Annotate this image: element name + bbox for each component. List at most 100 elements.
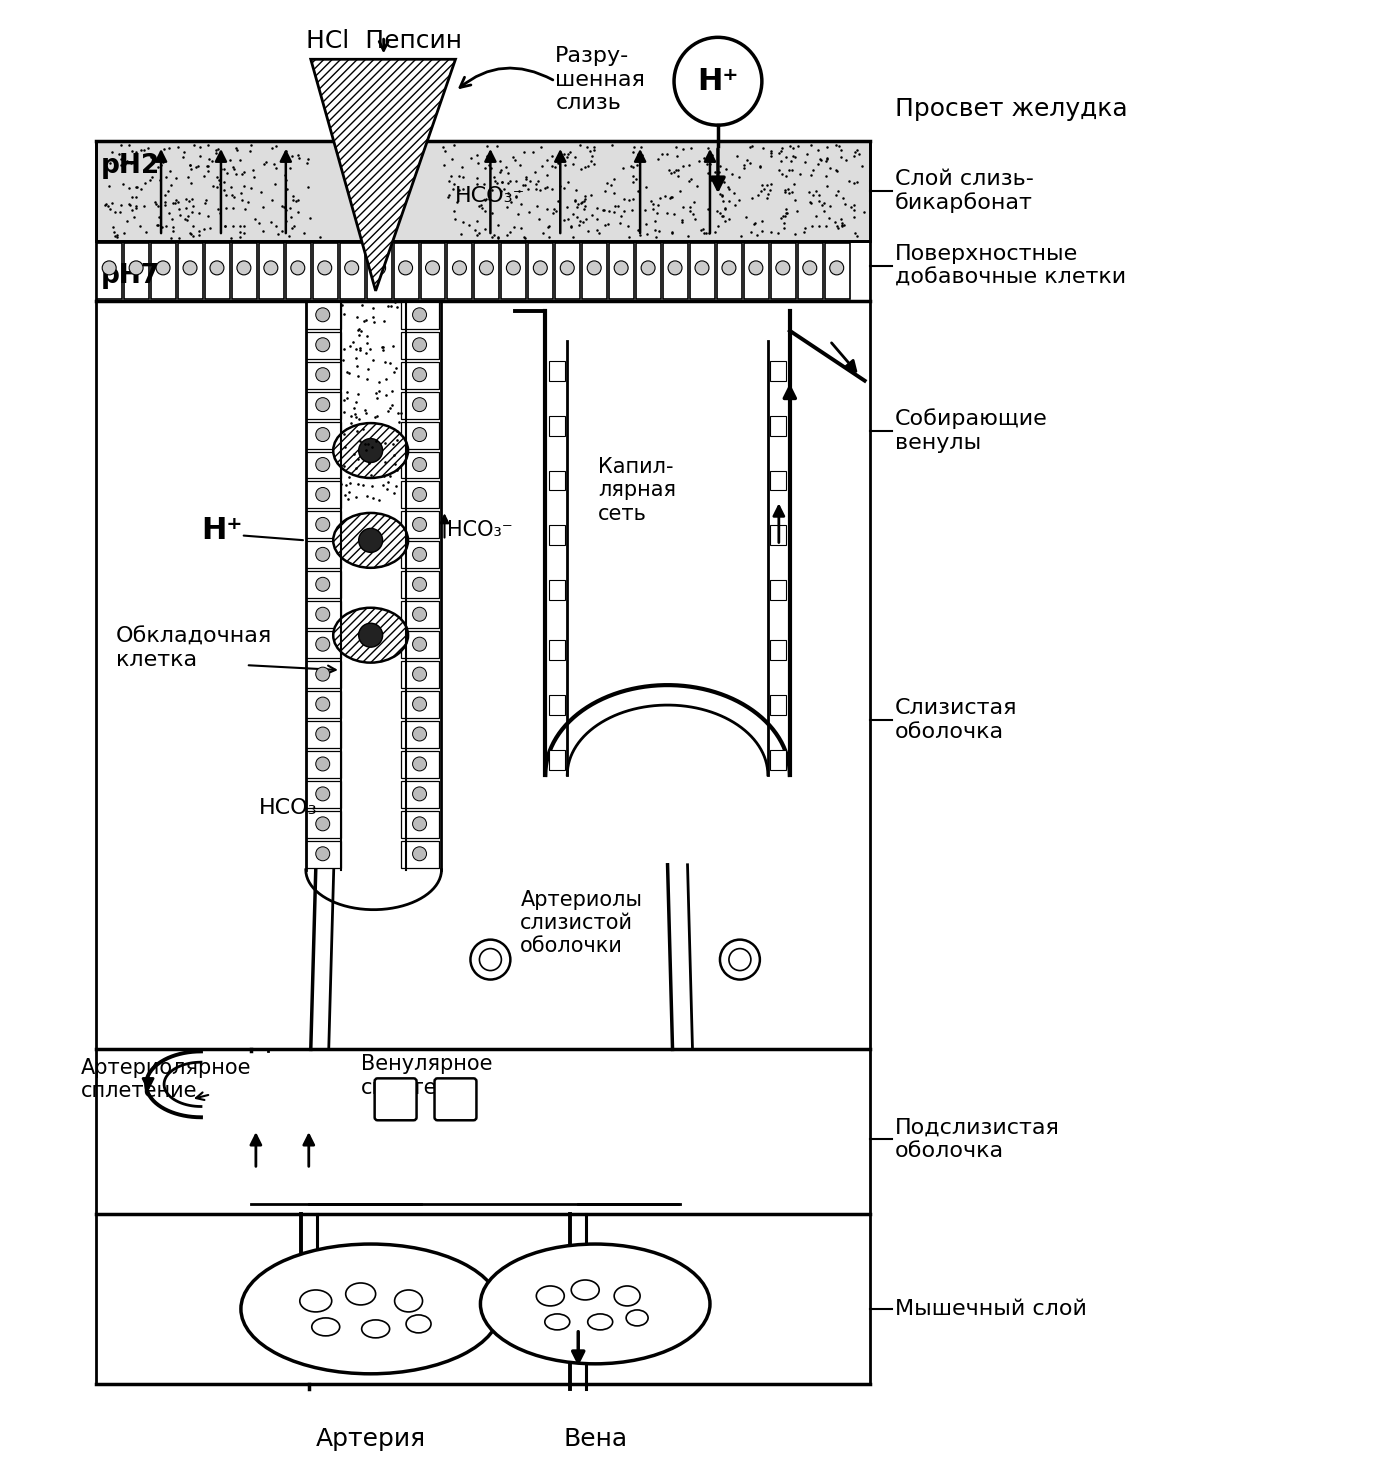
Point bbox=[349, 317, 371, 341]
Point bbox=[204, 142, 227, 165]
Point bbox=[557, 208, 580, 232]
Point bbox=[612, 156, 634, 180]
Point bbox=[140, 165, 163, 189]
Point bbox=[345, 347, 367, 370]
Bar bbox=[400, 691, 438, 717]
Point bbox=[826, 159, 848, 183]
Point bbox=[719, 208, 741, 232]
Ellipse shape bbox=[614, 1286, 641, 1306]
Point bbox=[379, 351, 402, 375]
Point bbox=[101, 140, 124, 164]
Point bbox=[443, 199, 466, 223]
Circle shape bbox=[413, 458, 427, 471]
Point bbox=[805, 204, 827, 227]
Point bbox=[196, 154, 218, 177]
Point bbox=[517, 177, 539, 201]
Bar bbox=[549, 641, 566, 660]
Point bbox=[334, 388, 356, 412]
Point bbox=[813, 199, 835, 223]
Bar bbox=[770, 525, 785, 545]
Circle shape bbox=[316, 757, 329, 770]
Point bbox=[562, 224, 584, 248]
Point bbox=[646, 148, 669, 171]
Point bbox=[125, 196, 147, 220]
Point bbox=[334, 483, 356, 506]
Point bbox=[717, 174, 739, 198]
Point bbox=[696, 136, 719, 159]
Point bbox=[279, 156, 302, 180]
Point bbox=[443, 133, 466, 156]
Point bbox=[196, 133, 218, 156]
Point bbox=[812, 193, 834, 217]
Point bbox=[642, 198, 664, 221]
Point bbox=[751, 173, 773, 196]
Bar bbox=[824, 244, 849, 298]
Point bbox=[774, 205, 796, 229]
Circle shape bbox=[413, 577, 427, 592]
Point bbox=[457, 214, 480, 238]
Point bbox=[161, 215, 183, 239]
Point bbox=[271, 148, 293, 171]
Point bbox=[585, 207, 607, 230]
Point bbox=[833, 213, 855, 236]
Point bbox=[481, 179, 503, 202]
Point bbox=[652, 142, 674, 165]
Point bbox=[207, 198, 229, 221]
Point bbox=[730, 224, 752, 248]
Point bbox=[667, 158, 689, 182]
Point bbox=[331, 294, 353, 317]
Bar bbox=[717, 244, 742, 298]
Point bbox=[181, 187, 203, 211]
Point bbox=[748, 155, 770, 179]
Ellipse shape bbox=[346, 1283, 375, 1305]
Point bbox=[588, 221, 610, 245]
Point bbox=[208, 201, 231, 224]
Point bbox=[518, 170, 541, 193]
Point bbox=[182, 195, 204, 218]
Point bbox=[545, 199, 567, 223]
Bar bbox=[400, 481, 438, 508]
Point bbox=[147, 213, 170, 236]
Point bbox=[473, 173, 495, 196]
Bar bbox=[306, 391, 341, 419]
Point bbox=[386, 428, 409, 452]
Circle shape bbox=[316, 787, 329, 801]
Point bbox=[489, 159, 512, 183]
Point bbox=[373, 474, 395, 497]
Ellipse shape bbox=[334, 514, 409, 568]
Point bbox=[835, 149, 858, 173]
Bar bbox=[637, 244, 662, 298]
Point bbox=[104, 224, 126, 248]
Text: Собирающие
венулы: Собирающие венулы bbox=[895, 409, 1047, 453]
Bar bbox=[770, 360, 785, 381]
Text: Просвет желудка: Просвет желудка bbox=[895, 97, 1127, 121]
Point bbox=[481, 201, 503, 224]
Point bbox=[446, 190, 468, 214]
Point bbox=[482, 165, 505, 189]
Point bbox=[599, 173, 621, 196]
Point bbox=[631, 143, 653, 167]
Ellipse shape bbox=[334, 424, 409, 478]
Point bbox=[592, 198, 614, 221]
Point bbox=[752, 136, 774, 159]
Point bbox=[587, 218, 609, 242]
Point bbox=[121, 186, 143, 210]
Point bbox=[516, 167, 538, 190]
Point bbox=[356, 325, 378, 348]
Point bbox=[352, 474, 374, 497]
Circle shape bbox=[803, 261, 817, 275]
Point bbox=[208, 168, 231, 192]
Point bbox=[443, 173, 466, 196]
Point bbox=[617, 214, 639, 238]
Point bbox=[688, 149, 710, 173]
Point bbox=[528, 207, 550, 230]
Point bbox=[648, 193, 670, 217]
Point bbox=[767, 142, 790, 165]
Point bbox=[381, 379, 403, 403]
Point bbox=[646, 202, 669, 226]
Point bbox=[749, 154, 771, 177]
Point bbox=[343, 443, 366, 466]
Point bbox=[438, 170, 460, 193]
Point bbox=[773, 217, 795, 241]
Point bbox=[573, 189, 595, 213]
